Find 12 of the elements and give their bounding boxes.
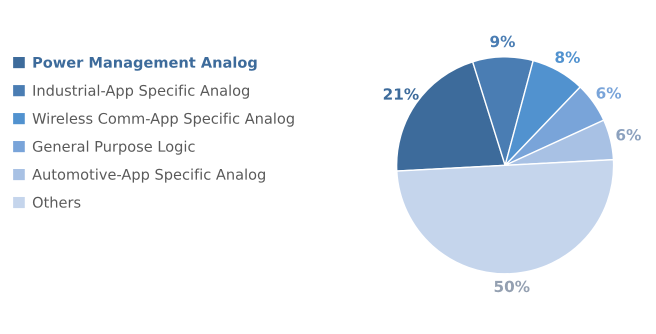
data-label: 9% (490, 36, 515, 48)
data-label: 50% (494, 280, 530, 292)
data-label: 8% (555, 51, 580, 63)
legend-label: Wireless Comm-App Specific Analog (32, 112, 294, 127)
data-label: 21% (384, 88, 419, 100)
data-label: 6% (596, 87, 622, 99)
legend-label: Automotive-App Specific Analog (32, 168, 265, 183)
legend-label: General Purpose Logic (32, 140, 195, 155)
data-label: 6% (616, 128, 641, 141)
legend-label: Power Management Analog (33, 56, 257, 71)
legend-label: Others (32, 196, 80, 208)
legend-label: Industrial-App Specific Analog (34, 84, 249, 99)
